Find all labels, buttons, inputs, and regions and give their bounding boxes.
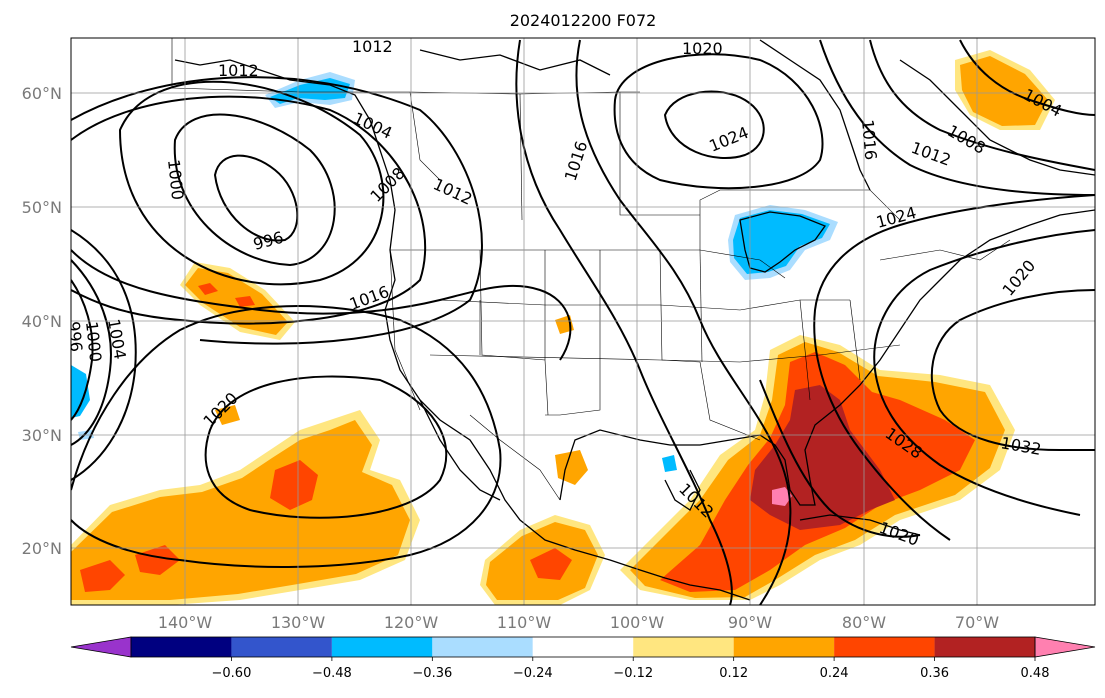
colorbar-segment: [834, 637, 935, 657]
colorbar-tick-label: −0.24: [513, 666, 553, 681]
lon-label: 140°W: [158, 613, 213, 632]
colorbar-tick-label: 0.24: [820, 666, 849, 681]
shade-gulf-of-california: [555, 450, 588, 485]
isobar-1008-north: [71, 95, 427, 325]
colorbar-extend-high: [1034, 636, 1096, 658]
coast-hudson: [759, 39, 871, 191]
shade-small-patch-1: [215, 405, 240, 425]
lon-label: 80°W: [842, 613, 886, 632]
map-panel: 1012 1012 1020 1004 1004 1016 1024 1016 …: [64, 37, 1096, 606]
isobar-label: 996: [64, 320, 86, 352]
lat-label: 60°N: [22, 84, 62, 103]
shade-mexico-red: [530, 548, 572, 580]
isobar-1012-north: [71, 76, 483, 345]
lon-label: 110°W: [497, 613, 552, 632]
isobar-996-pacific: [71, 279, 94, 421]
isobar-1028-east: [873, 229, 1095, 516]
isobar-label: 1012: [352, 37, 393, 56]
isobar-1004-north: [118, 80, 385, 286]
coast-arctic: [419, 49, 611, 76]
isobar-1032-east: [930, 289, 1095, 451]
coast-labrador: [899, 59, 1095, 176]
longitude-labels: 140°W 130°W 120°W 110°W 100°W 90°W 80°W …: [158, 613, 999, 632]
shade-pacific-red: [80, 460, 318, 592]
colorbar-segment: [131, 637, 232, 657]
colorbar-segment: [432, 637, 533, 657]
isobar-label: 1000: [164, 158, 187, 200]
coast-gulf: [559, 209, 1095, 506]
isobar-1000-north: [173, 113, 336, 267]
isobar-label: 1016: [858, 119, 880, 161]
latitude-labels: 60°N 50°N 40°N 30°N 20°N: [22, 84, 62, 558]
isobar-1016-north: [71, 249, 572, 361]
isobar-1016-canada: [575, 39, 792, 605]
coast-yucatan: [664, 469, 701, 511]
isobar-1024-east: [813, 194, 1095, 541]
isobar-1008-quebec: [869, 39, 1095, 171]
colorbar-tick-label: −0.12: [613, 666, 653, 681]
isobar-1012-quebec: [819, 39, 1095, 196]
lat-label: 50°N: [22, 198, 62, 217]
colorbar-tick-label: −0.36: [412, 666, 452, 681]
lat-label: 20°N: [22, 539, 62, 558]
lat-label: 40°N: [22, 312, 62, 331]
isobar-1020-hudson: [613, 53, 824, 190]
colorbar-tick-label: −0.60: [212, 666, 252, 681]
colorbar-segment: [733, 637, 835, 657]
lon-label: 120°W: [384, 613, 439, 632]
shade-northpacific-red: [198, 283, 255, 307]
isobar-1012-canada: [515, 39, 733, 605]
isobar-1004-pacific: [71, 229, 137, 481]
colorbar-tick-label: 0.48: [1021, 666, 1050, 681]
coast-cuba: [799, 514, 921, 536]
isobar-1020-pacific: [204, 375, 448, 519]
colorbar-segment: [633, 637, 734, 657]
isobar-label: 1020: [682, 39, 723, 58]
coast-alaska-bc: [174, 59, 751, 601]
shade-quebec-orange: [960, 56, 1048, 126]
isobar-1004-quebec: [959, 39, 1095, 116]
shade-pacific-low-light: [71, 365, 90, 418]
colorbar-tick-label: 0.36: [920, 666, 949, 681]
colorbar-frame: [130, 636, 1036, 658]
coast-baja: [419, 399, 501, 501]
lat-label: 30°N: [22, 426, 62, 445]
shade-great-lakes: [733, 210, 830, 274]
lon-label: 90°W: [728, 613, 772, 632]
lon-label: 130°W: [271, 613, 326, 632]
isobar-996-north: [213, 154, 299, 242]
coastlines: [174, 39, 1095, 601]
shade-gulf-blue: [662, 455, 677, 472]
lon-label: 70°W: [955, 613, 999, 632]
colorbar-segment: [934, 637, 1035, 657]
colorbar-extend-low: [70, 636, 132, 658]
isobar-label: 1000: [82, 320, 105, 362]
coast-lakes: [739, 211, 827, 273]
isobar-labels: 1012 1012 1020 1004 1004 1016 1024 1016 …: [64, 37, 1065, 550]
map-title: 2024012200 F072: [510, 11, 657, 30]
graticule: [71, 38, 1095, 605]
colorbar: −0.60 −0.48 −0.36 −0.24 −0.12 0.12 0.24 0.36 0.4…: [70, 636, 1096, 681]
shade-southeast-pink: [772, 487, 792, 506]
isobar-1016-south: [71, 305, 502, 568]
colorbar-segment: [532, 637, 634, 657]
colorbar-tick-label: −0.48: [312, 666, 352, 681]
isobars: [71, 39, 1095, 605]
isobar-1000-pacific: [71, 259, 112, 446]
lon-label: 100°W: [610, 613, 665, 632]
colorbar-segment: [231, 637, 332, 657]
colorbar-tick-label: 0.12: [719, 666, 748, 681]
isobar-1020-southeast: [759, 379, 921, 538]
colorbar-segment: [331, 637, 433, 657]
isobar-label: 1012: [218, 61, 259, 80]
